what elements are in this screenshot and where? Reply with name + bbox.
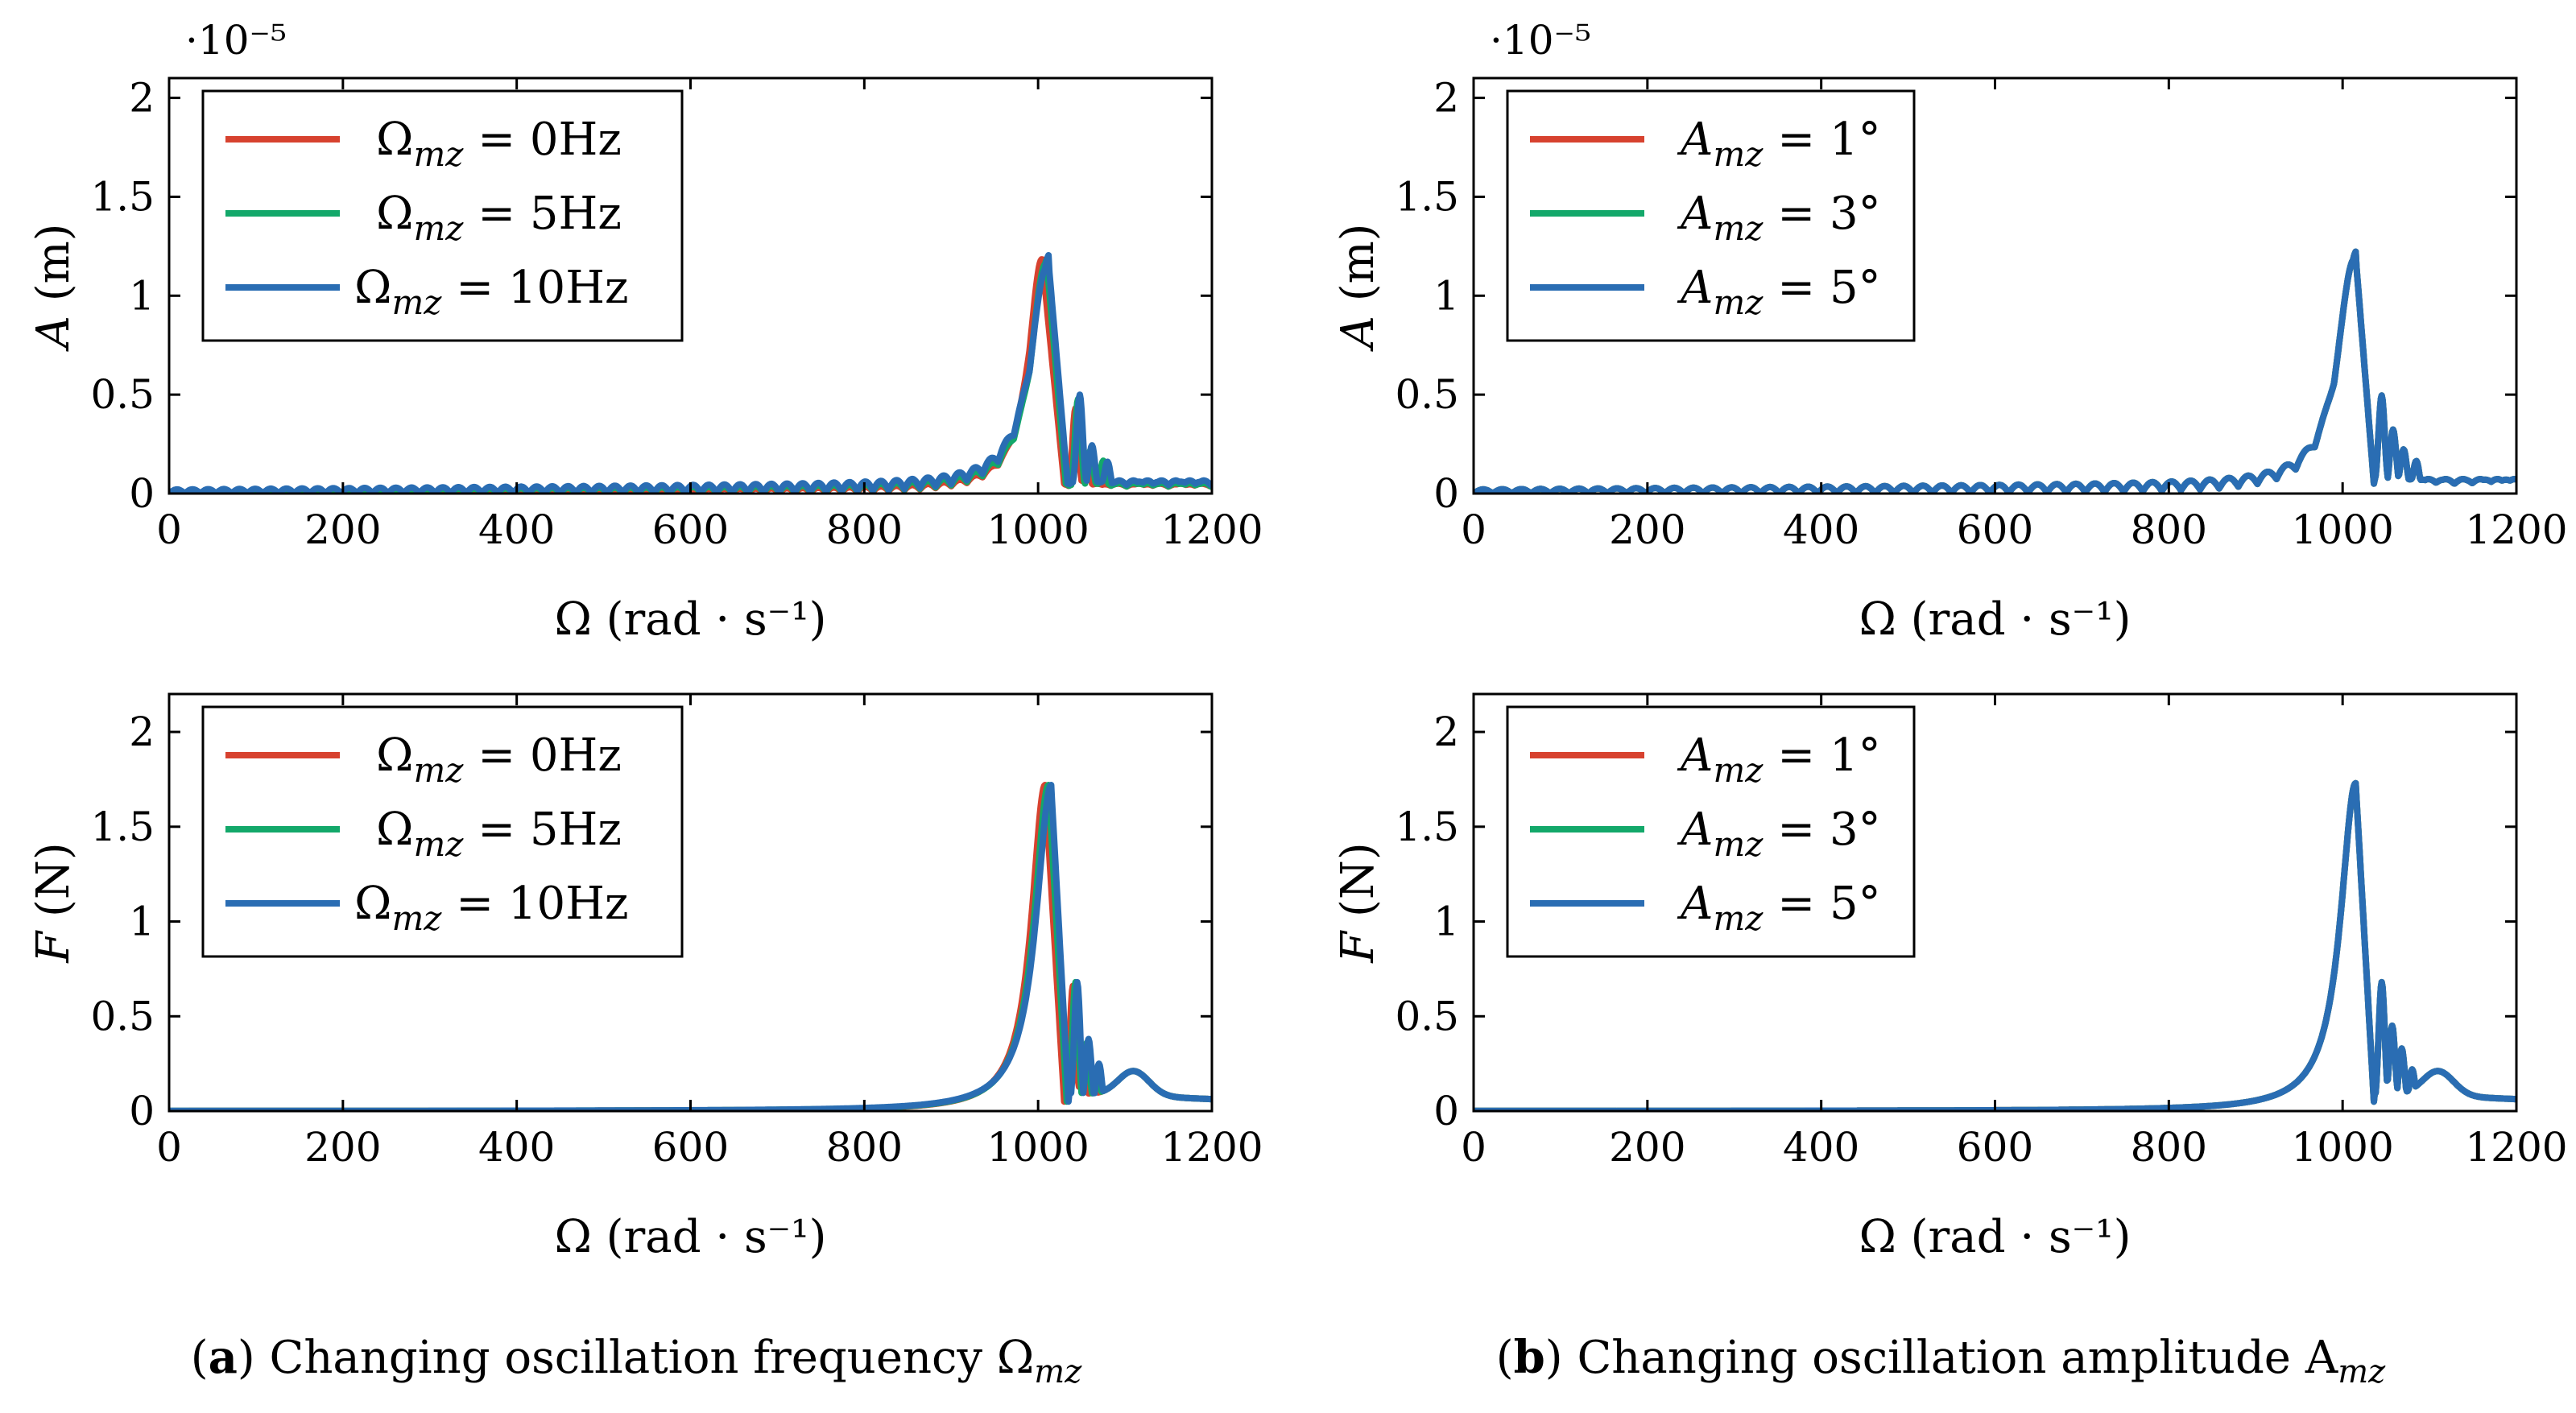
y-tick-label: 0.5 — [90, 371, 155, 418]
x-tick-label: 400 — [1783, 506, 1859, 553]
x-axis-label: Ω (rad · s⁻¹) — [554, 1211, 826, 1263]
y-tick-label: 1.5 — [1395, 804, 1459, 850]
x-tick-label: 600 — [652, 506, 729, 553]
y-tick-label: 2 — [129, 709, 155, 755]
legend-entry-label: Amz = 5° — [1677, 262, 1881, 322]
y-tick-label: 0.5 — [90, 993, 155, 1039]
legend-entry-label: Ωmz = 5Hz — [376, 804, 622, 864]
x-tick-label: 400 — [1783, 1124, 1859, 1171]
caption-b: (b) Changing oscillation amplitude Amz — [1496, 1331, 2386, 1390]
x-tick-label: 200 — [1609, 1124, 1685, 1171]
x-tick-label: 400 — [478, 506, 555, 553]
y-tick-label: 0 — [129, 470, 155, 517]
legend-entry-label: Amz = 3° — [1677, 188, 1881, 248]
y-tick-label: 0 — [1433, 1088, 1459, 1134]
y-tick-label: 1.5 — [90, 173, 155, 220]
x-tick-label: 1200 — [2465, 506, 2567, 553]
caption-a: (a) Changing oscillation frequency Ωmz — [191, 1331, 1083, 1390]
y-tick-label: 1 — [1433, 272, 1459, 319]
y-tick-label: 1 — [129, 272, 155, 319]
y-tick-label: 0 — [129, 1088, 155, 1134]
x-tick-label: 200 — [304, 506, 381, 553]
y-multiplier: ·10⁻⁵ — [185, 17, 287, 64]
x-tick-label: 1000 — [2292, 1124, 2394, 1171]
x-tick-label: 0 — [1461, 1124, 1486, 1171]
y-axis-label: A (m) — [27, 223, 80, 352]
x-tick-label: 800 — [826, 1124, 903, 1171]
x-tick-label: 600 — [652, 1124, 729, 1171]
x-tick-label: 0 — [156, 1124, 182, 1171]
x-tick-label: 600 — [1957, 506, 2033, 553]
legend-entry-label: Amz = 1° — [1677, 729, 1881, 790]
x-tick-label: 800 — [2131, 1124, 2207, 1171]
panel-a-bottom-chart: 0 200 400 600 800 1000 1200 0 0.5 1 1.5 2 Ω (rad · s… — [27, 692, 1263, 1263]
x-tick-label: 0 — [156, 506, 182, 553]
x-axis-label: Ω (rad · s⁻¹) — [1859, 1211, 2131, 1263]
panel-b-top-chart: 0 200 400 600 800 1000 1200 0 0.5 1 1.5 2 ·10⁻⁵ Ω (ra… — [1332, 17, 2568, 646]
legend-entry-label: Amz = 1° — [1677, 114, 1881, 174]
y-tick-label: 0.5 — [1395, 371, 1459, 418]
y-tick-label: 1.5 — [1395, 173, 1459, 220]
legend-entry-label: Amz = 5° — [1677, 878, 1881, 938]
y-tick-label: 1 — [129, 899, 155, 945]
y-axis-label: A (m) — [1332, 223, 1384, 352]
legend-entry-label: Ωmz = 0Hz — [376, 729, 622, 790]
y-tick-label: 2 — [1433, 75, 1459, 122]
x-tick-label: 1000 — [987, 506, 1090, 553]
x-tick-label: 600 — [1957, 1124, 2033, 1171]
y-tick-label: 0.5 — [1395, 993, 1459, 1039]
x-tick-label: 1200 — [1160, 506, 1263, 553]
legend-entry-label: Amz = 3° — [1677, 804, 1881, 864]
legend-entry-label: Ωmz = 10Hz — [354, 262, 629, 322]
y-tick-label: 0 — [1433, 470, 1459, 517]
y-axis-label: F (N) — [1332, 842, 1384, 963]
y-tick-label: 1 — [1433, 899, 1459, 945]
x-tick-label: 1000 — [2292, 506, 2394, 553]
x-tick-label: 1200 — [2465, 1124, 2567, 1171]
legend-entry-label: Ωmz = 0Hz — [376, 114, 622, 174]
x-tick-label: 0 — [1461, 506, 1486, 553]
x-tick-label: 200 — [304, 1124, 381, 1171]
panel-b-bottom-chart: 0 200 400 600 800 1000 1200 0 0.5 1 1.5 2 Ω (rad · s… — [1332, 692, 2568, 1263]
y-multiplier: ·10⁻⁵ — [1490, 17, 1591, 64]
y-tick-label: 2 — [129, 75, 155, 122]
y-tick-label: 1.5 — [90, 804, 155, 850]
legend-entry-label: Ωmz = 5Hz — [376, 188, 622, 248]
x-tick-label: 800 — [826, 506, 903, 553]
legend-entry-label: Ωmz = 10Hz — [354, 878, 629, 938]
x-tick-label: 400 — [478, 1124, 555, 1171]
panel-a-top-chart: 0 200 400 600 800 1000 1200 0 0.5 1 1.5 2 ·10⁻⁵ Ω (ra… — [27, 17, 1263, 646]
y-axis-label: F (N) — [27, 842, 80, 963]
x-axis-label: Ω (rad · s⁻¹) — [554, 593, 826, 646]
x-tick-label: 200 — [1609, 506, 1685, 553]
x-tick-label: 1000 — [987, 1124, 1090, 1171]
x-tick-label: 800 — [2131, 506, 2207, 553]
y-tick-label: 2 — [1433, 709, 1459, 755]
x-tick-label: 1200 — [1160, 1124, 1263, 1171]
x-axis-label: Ω (rad · s⁻¹) — [1859, 593, 2131, 646]
